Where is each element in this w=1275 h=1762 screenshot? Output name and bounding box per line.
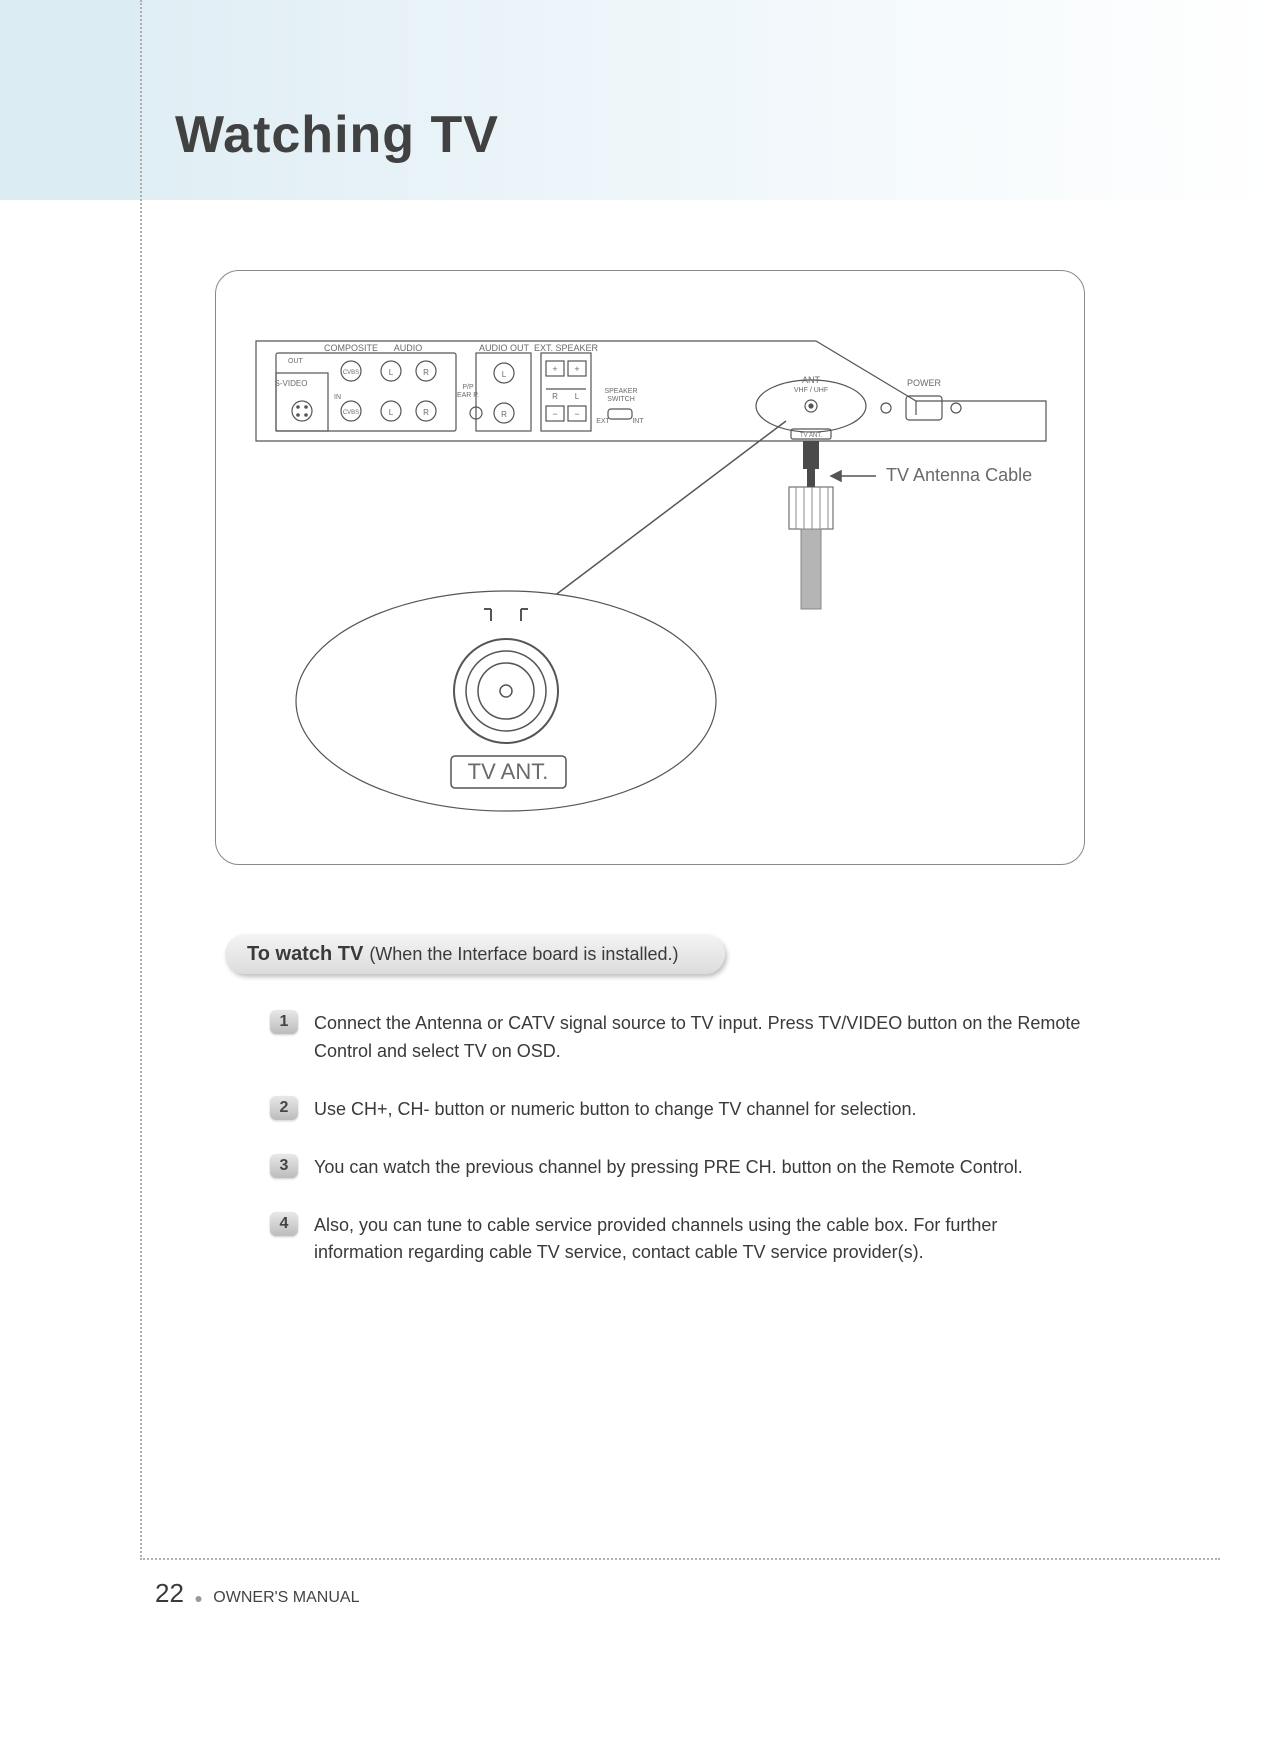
label-composite: COMPOSITE (324, 343, 378, 353)
step-number: 3 (270, 1154, 298, 1178)
step-item: 4 Also, you can tune to cable service pr… (270, 1212, 1090, 1268)
label-audio: AUDIO (394, 343, 423, 353)
label-ext-speaker: EXT. SPEAKER (534, 343, 599, 353)
section-heading: To watch TV (When the Interface board is… (225, 934, 725, 974)
antenna-cable-label: TV Antenna Cable (886, 465, 1032, 485)
section-heading-bold: To watch TV (247, 943, 363, 966)
steps-list: 1 Connect the Antenna or CATV signal sou… (270, 1010, 1090, 1297)
step-text: You can watch the previous channel by pr… (314, 1154, 1090, 1182)
label-out: OUT (288, 358, 304, 365)
label-L1: L (389, 368, 394, 377)
header-corner (0, 0, 140, 200)
label-ant: ANT (802, 375, 821, 385)
label-svideo: S-VIDEO (275, 379, 308, 388)
label-pip: P/P (462, 384, 474, 391)
label-plus2: + (574, 364, 579, 374)
page-footer: 22 ● OWNER'S MANUAL (155, 1578, 359, 1609)
label-spk-switch1: SPEAKER (604, 388, 637, 395)
label-R1: R (423, 368, 429, 377)
label-in: IN (334, 394, 341, 401)
label-audio-out: AUDIO OUT (479, 343, 530, 353)
step-text: Connect the Antenna or CATV signal sourc… (314, 1010, 1090, 1066)
step-number: 1 (270, 1010, 298, 1034)
step-item: 2 Use CH+, CH- button or numeric button … (270, 1096, 1090, 1124)
diagram-svg: COMPOSITE AUDIO AUDIO OUT EXT. SPEAKER A… (216, 271, 1086, 866)
antenna-cable-icon (789, 441, 833, 609)
label-cvbs2: CVBS (343, 410, 359, 416)
label-ext: EXT (596, 418, 610, 425)
zoom-label: TV ANT. (468, 759, 549, 784)
label-L2: L (389, 408, 394, 417)
page-number: 22 (155, 1578, 184, 1608)
label-L3: L (502, 370, 507, 379)
label-plus1: + (552, 364, 557, 374)
zoom-leader-line (521, 421, 786, 621)
label-cvbs1: CVBS (343, 370, 359, 376)
connection-diagram: COMPOSITE AUDIO AUDIO OUT EXT. SPEAKER A… (215, 270, 1085, 865)
label-tvant-small: TV ANT. (800, 433, 822, 439)
footer-rule (140, 1558, 1220, 1560)
label-power: POWER (907, 378, 942, 388)
label-speaker-l: L (575, 392, 580, 401)
label-int: INT (632, 418, 644, 425)
step-number: 2 (270, 1096, 298, 1120)
page-title: Watching TV (175, 105, 499, 165)
vertical-margin-rule (140, 0, 142, 1560)
section-heading-rest: (When the Interface board is installed.) (369, 944, 678, 965)
label-vhf-uhf: VHF / UHF (794, 387, 828, 394)
footer-label: OWNER'S MANUAL (213, 1589, 359, 1606)
arrow-to-cable (831, 471, 876, 481)
step-number: 4 (270, 1212, 298, 1236)
footer-bullet: ● (194, 1590, 202, 1606)
label-R3: R (501, 410, 507, 419)
label-speaker-r: R (552, 392, 558, 401)
step-item: 1 Connect the Antenna or CATV signal sou… (270, 1010, 1090, 1066)
step-text: Use CH+, CH- button or numeric button to… (314, 1096, 1090, 1124)
step-item: 3 You can watch the previous channel by … (270, 1154, 1090, 1182)
label-R2: R (423, 408, 429, 417)
step-text: Also, you can tune to cable service prov… (314, 1212, 1090, 1268)
header-band (0, 0, 1275, 200)
label-minus2: − (574, 409, 579, 419)
label-earp: EAR P. (457, 392, 479, 399)
label-minus1: − (552, 409, 557, 419)
label-spk-switch2: SWITCH (607, 396, 635, 403)
